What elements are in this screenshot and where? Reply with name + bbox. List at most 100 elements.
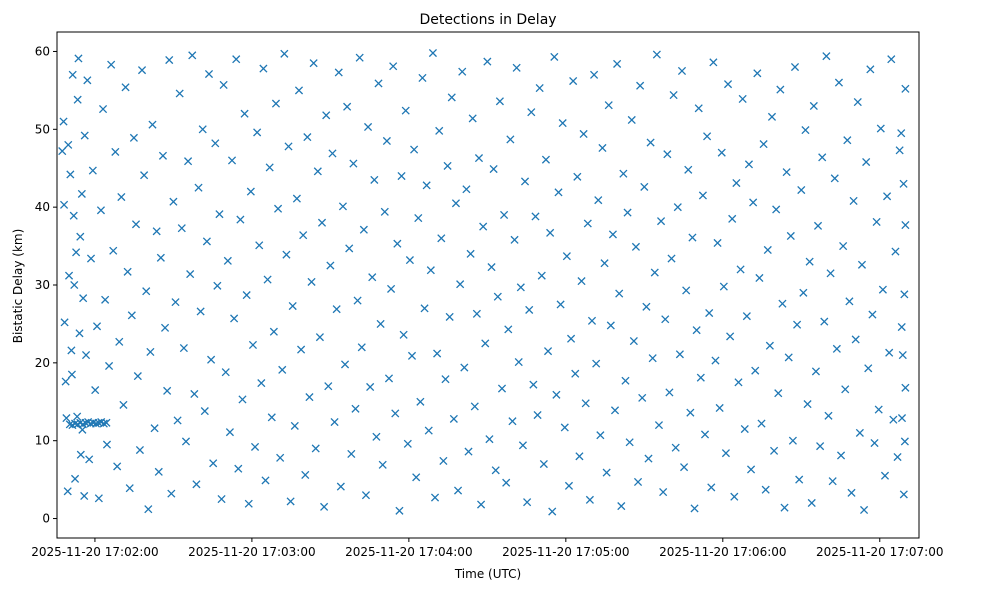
data-point xyxy=(608,230,617,239)
data-point xyxy=(290,421,299,430)
y-tick-label: 10 xyxy=(35,434,50,448)
data-point xyxy=(520,177,530,186)
data-point xyxy=(200,407,209,416)
data-point xyxy=(466,249,475,258)
data-point xyxy=(297,345,306,354)
data-point xyxy=(552,390,561,399)
data-point xyxy=(91,419,101,428)
data-point xyxy=(175,89,184,98)
data-point xyxy=(621,376,630,385)
data-point xyxy=(276,453,285,462)
data-point xyxy=(680,463,689,472)
data-point xyxy=(564,481,574,490)
data-point xyxy=(730,492,739,501)
data-point xyxy=(67,346,76,355)
data-point xyxy=(546,228,555,237)
data-point xyxy=(73,95,82,104)
data-point xyxy=(604,101,613,110)
data-point xyxy=(847,488,856,497)
data-point xyxy=(690,504,699,513)
data-point xyxy=(242,291,251,300)
data-point xyxy=(581,399,590,408)
data-point xyxy=(72,248,81,257)
data-point xyxy=(269,327,278,336)
data-point xyxy=(828,477,837,486)
data-point xyxy=(215,210,224,219)
data-point xyxy=(878,285,887,294)
data-point xyxy=(514,358,523,367)
data-point xyxy=(387,284,396,293)
data-point xyxy=(102,418,111,427)
data-point xyxy=(58,147,67,156)
data-point xyxy=(305,393,314,402)
data-point xyxy=(516,283,525,292)
data-point xyxy=(663,150,672,159)
data-point xyxy=(895,146,904,155)
data-point xyxy=(338,202,347,211)
scatter-points xyxy=(58,48,910,516)
data-point xyxy=(259,64,268,73)
data-point xyxy=(263,275,272,284)
data-point xyxy=(491,466,500,475)
data-point xyxy=(405,256,414,265)
data-point xyxy=(592,359,601,368)
data-point xyxy=(158,151,168,160)
data-point xyxy=(150,424,159,433)
data-point xyxy=(326,261,335,270)
data-point xyxy=(211,139,220,148)
data-point xyxy=(353,296,362,305)
data-point xyxy=(901,383,910,392)
data-point xyxy=(757,419,766,428)
data-point xyxy=(380,207,389,216)
data-point xyxy=(443,161,452,170)
data-point xyxy=(422,181,431,190)
data-point xyxy=(115,337,124,346)
data-point xyxy=(562,252,571,261)
data-point xyxy=(294,86,304,95)
x-tick-label: 2025-11-20 17:05:00 xyxy=(502,545,629,559)
data-point xyxy=(500,210,509,219)
data-point xyxy=(502,478,511,487)
data-point xyxy=(223,256,232,265)
data-point xyxy=(855,428,864,437)
x-tick-label: 2025-11-20 17:06:00 xyxy=(659,545,786,559)
data-point xyxy=(225,428,234,437)
data-point xyxy=(876,124,885,133)
data-point xyxy=(539,459,548,469)
data-point xyxy=(424,426,433,435)
data-point xyxy=(751,366,760,375)
data-point xyxy=(328,149,337,158)
data-point xyxy=(705,308,714,318)
data-point xyxy=(636,81,645,90)
data-point xyxy=(190,389,199,399)
data-point xyxy=(744,160,754,169)
data-point xyxy=(700,430,710,439)
data-point xyxy=(456,280,465,289)
data-point xyxy=(372,432,381,441)
data-point xyxy=(240,109,249,118)
data-point xyxy=(271,99,281,108)
data-point xyxy=(347,449,356,458)
data-point xyxy=(648,354,657,363)
data-point xyxy=(508,417,517,426)
data-point xyxy=(900,290,909,299)
data-point xyxy=(510,235,519,244)
data-point xyxy=(723,80,733,89)
data-point xyxy=(797,185,806,195)
data-point xyxy=(284,142,293,151)
data-point xyxy=(742,312,751,321)
data-point xyxy=(836,451,846,460)
data-point xyxy=(633,477,643,487)
data-point xyxy=(569,76,578,86)
data-point xyxy=(692,326,701,335)
data-point xyxy=(420,304,429,313)
data-point xyxy=(694,104,703,113)
data-point xyxy=(590,70,599,79)
data-point xyxy=(468,114,477,123)
data-point xyxy=(81,351,91,360)
y-tick-label: 0 xyxy=(42,512,50,526)
data-point xyxy=(192,480,201,489)
data-point xyxy=(428,48,437,58)
data-point xyxy=(148,120,157,129)
data-point xyxy=(631,242,640,251)
